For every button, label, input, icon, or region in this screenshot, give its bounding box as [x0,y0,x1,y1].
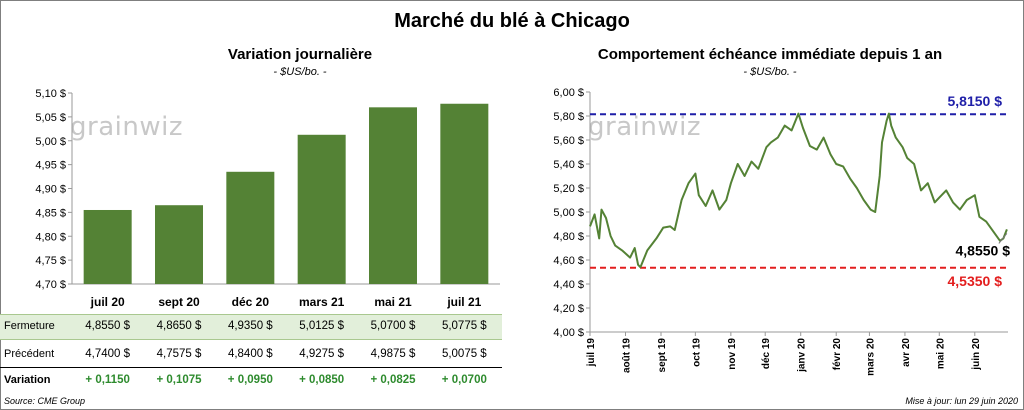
table-divider [0,367,502,368]
x-category-label: juil 20 [90,295,125,309]
max-label: 5,8150 $ [948,93,1003,109]
y-tick-label: 5,00 $ [553,207,584,219]
y-tick-label: 4,60 $ [553,255,584,267]
row-label-precedent: Précédent [4,348,55,360]
table-cell-precedent: 4,7575 $ [156,348,202,360]
row-label-variation: Variation [4,374,51,386]
table-cell-variation: + 0,0825 [370,374,416,386]
y-tick-label: 5,60 $ [553,135,584,147]
y-tick-label: 5,05 $ [35,112,66,124]
bar [440,103,489,285]
right-chart-unit: - $US/bo. - [743,66,797,78]
min-label: 4,5350 $ [948,273,1003,289]
table-cell-fermeture: 5,0125 $ [299,320,345,332]
x-category-label: mai 21 [374,295,412,309]
table-cell-variation: + 0,1150 [85,374,130,386]
x-tick-label: avr 20 [901,338,912,367]
y-tick-label: 5,40 $ [553,159,584,171]
x-tick-label: juin 20 [971,338,982,371]
line-chart: 6,00 $ 5,80 $ 5,60 $ 5,40 $ 5,20 $ 5,00 $ 4,80… [553,87,1011,376]
table-cell-fermeture: 5,0775 $ [441,320,487,332]
page-title: Marché du blé à Chicago [394,10,630,32]
update-note: Mise à jour: lun 29 juin 2020 [905,396,1018,406]
x-category-label: déc 20 [232,295,270,309]
y-tick-label: 5,00 $ [35,136,66,148]
table-cell-precedent: 4,9875 $ [370,348,416,360]
table-cell-variation: + 0,1075 [156,374,202,386]
last-value-leader [998,233,1008,244]
table-cell-variation: + 0,0700 [441,374,487,386]
x-tick-label: oct 19 [691,338,702,367]
x-category-label: sept 20 [158,295,200,309]
table-cell-precedent: 4,8400 $ [227,348,273,360]
table-cell-precedent: 5,0075 $ [441,348,487,360]
x-tick-label: févr 20 [832,338,843,371]
bar [297,134,346,284]
y-tick-label: 4,70 $ [35,279,66,291]
right-chart-title: Comportement échéance immédiate depuis 1… [597,46,943,63]
y-tick-label: 4,40 $ [553,279,584,291]
x-tick-label: juil 19 [586,338,597,368]
table-cell-fermeture: 4,8550 $ [85,320,131,332]
bar [369,107,417,284]
watermark-logo: grainwiz [70,112,183,142]
table-cell-fermeture: 5,0700 $ [370,320,416,332]
source-note: Source: CME Group [4,396,86,406]
x-tick-label: août 19 [622,338,633,373]
x-tick-label: janv 20 [797,338,808,373]
left-chart-unit: - $US/bo. - [273,66,327,78]
table-cell-variation: + 0,0850 [299,374,345,386]
table-cell-precedent: 4,7400 $ [85,348,131,360]
table-cell-fermeture: 4,9350 $ [227,320,273,332]
bar [226,171,275,284]
y-tick-label: 4,75 $ [35,255,66,267]
watermark-logo-right: grainwiz [588,112,701,142]
y-tick-label: 5,80 $ [553,111,584,123]
y-tick-label: 5,10 $ [35,88,66,100]
x-tick-label: mars 20 [865,338,876,376]
price-series-line [589,112,1008,269]
x-tick-label: sept 19 [657,338,668,373]
y-tick-label: 5,20 $ [553,183,584,195]
y-tick-label: 4,90 $ [35,184,66,196]
y-tick-label: 4,20 $ [553,303,584,315]
y-tick-label: 4,80 $ [553,231,584,243]
y-tick-label: 4,00 $ [553,327,584,339]
x-tick-label: déc 19 [761,338,772,370]
y-tick-label: 4,95 $ [35,160,66,172]
bar [83,209,132,284]
row-label-fermeture: Fermeture [4,320,55,332]
table-cell-precedent: 4,9275 $ [299,348,345,360]
table-cell-fermeture: 4,8650 $ [156,320,202,332]
bar-chart: 5,10 $ 5,05 $ 5,00 $ 4,95 $ 4,90 $ 4,85 $ 4,80… [35,88,500,309]
left-chart-title: Variation journalière [227,46,373,63]
x-tick-label: mai 20 [935,338,946,370]
y-tick-label: 4,85 $ [35,207,66,219]
x-category-label: juil 21 [446,295,481,309]
last-value-label: 4,8550 $ [956,242,1011,258]
table-row-fermeture [0,314,502,340]
y-tick-label: 6,00 $ [553,87,584,99]
table-cell-variation: + 0,0950 [227,374,273,386]
y-tick-label: 4,80 $ [35,231,66,243]
x-category-label: mars 21 [299,295,345,309]
x-tick-label: nov 19 [727,338,738,370]
bar [155,205,203,284]
